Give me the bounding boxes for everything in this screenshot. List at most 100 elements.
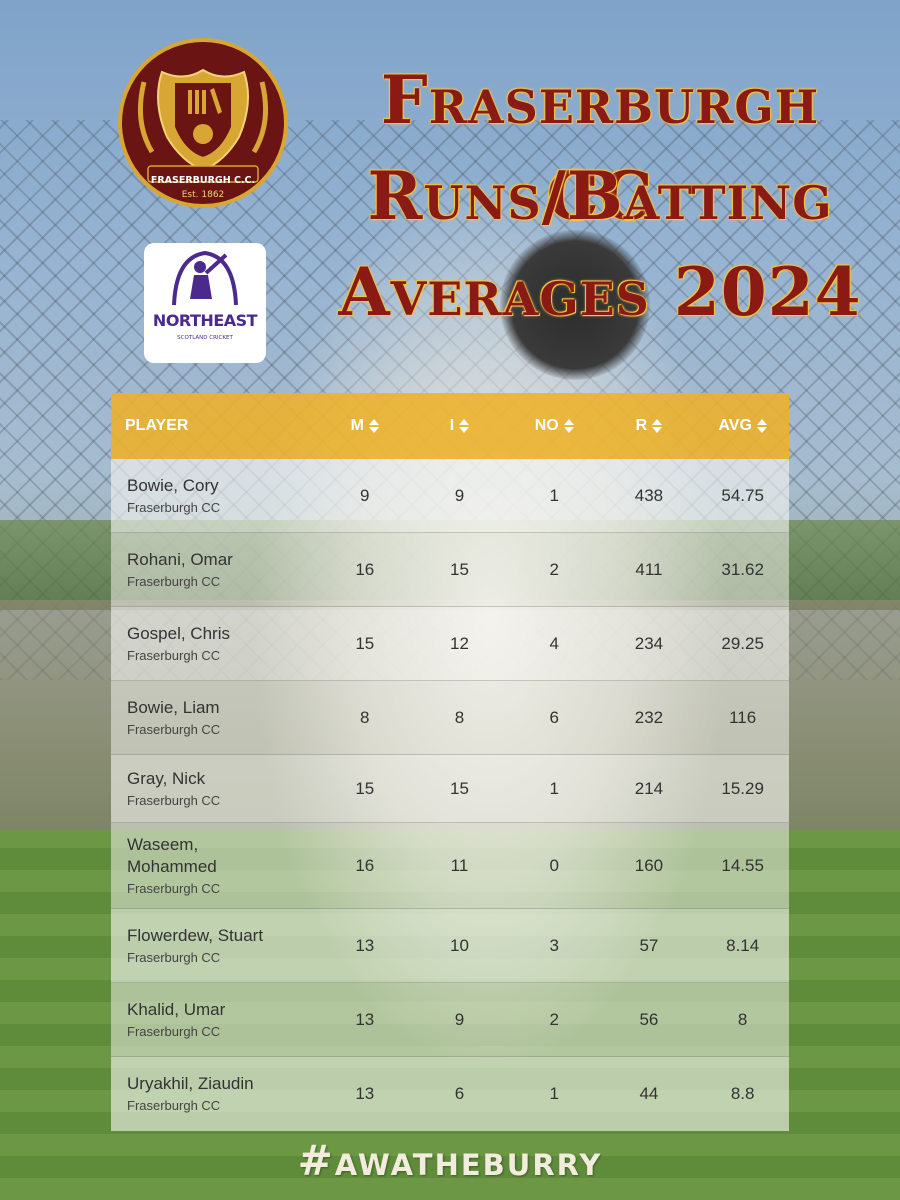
table-row[interactable]: Rohani, Omar Fraserburgh CC 16 15 2 411 …: [111, 533, 789, 607]
player-club: Fraserburgh CC: [127, 880, 221, 896]
average-value: 31.62: [721, 559, 764, 579]
runs-value: 232: [634, 707, 664, 727]
title-line-2: Runs/Batting: [367, 157, 833, 235]
player-name[interactable]: Uryakhil, Ziaudin: [127, 1074, 254, 1093]
league-subtitle: SCOTLAND CRICKET: [177, 335, 233, 341]
sort-icon[interactable]: [563, 419, 574, 433]
not-outs-value: 1: [549, 778, 559, 798]
innings-value: 15: [450, 778, 469, 798]
player-name[interactable]: Rohani, Omar: [127, 549, 233, 569]
not-outs-value: 1: [549, 1084, 559, 1103]
matches-value: 13: [355, 935, 375, 955]
matches-value: 15: [355, 778, 375, 798]
innings-value: 8: [454, 707, 465, 727]
player-cell: Bowie, Cory Fraserburgh CC: [111, 475, 317, 517]
column-header-label: PLAYER: [125, 417, 189, 434]
column-header-label: NO: [534, 417, 559, 434]
innings-value: 6: [454, 1084, 465, 1103]
page-title: Fraserburgh CC Runs/Batting Averages 202…: [320, 52, 880, 340]
not-outs-value: 2: [549, 559, 559, 579]
column-header-average[interactable]: AVG: [696, 417, 789, 435]
column-header-label: I: [449, 417, 455, 434]
column-header-player[interactable]: PLAYER: [111, 417, 317, 435]
table-row[interactable]: Khalid, Umar Fraserburgh CC 13 9 2 56 8: [111, 983, 789, 1057]
player-name[interactable]: Waseem, Mohammed: [127, 834, 217, 876]
not-outs-value: 1: [549, 485, 559, 505]
column-header-not-outs[interactable]: NO: [507, 417, 602, 435]
average-value: 14.55: [721, 855, 764, 875]
player-cell: Uryakhil, Ziaudin Fraserburgh CC: [111, 1073, 317, 1115]
table-row[interactable]: Gray, Nick Fraserburgh CC 15 15 1 214 15…: [111, 755, 789, 823]
player-club: Fraserburgh CC: [127, 949, 221, 965]
runs-value: 438: [634, 485, 664, 505]
matches-value: 16: [355, 559, 375, 579]
batting-averages-table: PLAYER M I NO R AVG Bowie, Cory Fraserbu…: [111, 393, 789, 1131]
average-value: 15.29: [721, 778, 764, 798]
matches-value: 8: [360, 707, 370, 727]
sort-icon[interactable]: [459, 419, 470, 433]
average-value: 8: [737, 1009, 748, 1029]
player-name[interactable]: Gospel, Chris: [127, 623, 230, 643]
not-outs-value: 2: [549, 1009, 559, 1029]
matches-value: 9: [360, 485, 370, 505]
player-name[interactable]: Flowerdew, Stuart: [127, 925, 264, 945]
player-cell: Gray, Nick Fraserburgh CC: [111, 768, 317, 810]
column-header-label: AVG: [718, 417, 752, 434]
matches-value: 13: [355, 1009, 375, 1029]
runs-value: 56: [639, 1009, 659, 1029]
table-row[interactable]: Bowie, Liam Fraserburgh CC 8 8 6 232 116: [111, 681, 789, 755]
matches-value: 15: [355, 633, 375, 653]
table-row[interactable]: Flowerdew, Stuart Fraserburgh CC 13 10 3…: [111, 909, 789, 983]
sort-icon[interactable]: [652, 419, 663, 433]
player-club: Fraserburgh CC: [127, 573, 221, 589]
innings-value: 11: [450, 855, 469, 875]
crest-club-name: FRASERBURGH C.C.: [150, 175, 256, 186]
average-value: 116: [729, 707, 757, 727]
sort-icon[interactable]: [368, 419, 379, 433]
player-club: Fraserburgh CC: [127, 1023, 221, 1039]
table-row[interactable]: Gospel, Chris Fraserburgh CC 15 12 4 234…: [111, 607, 789, 681]
player-club: Fraserburgh CC: [127, 792, 221, 808]
runs-value: 234: [634, 633, 664, 653]
player-name[interactable]: Bowie, Cory: [127, 475, 219, 495]
title-line-1: Fraserburgh CC: [380, 61, 820, 235]
player-name[interactable]: Gray, Nick: [127, 768, 206, 788]
table-header: PLAYER M I NO R AVG: [111, 393, 789, 459]
table-row[interactable]: Uryakhil, Ziaudin Fraserburgh CC 13 6 1 …: [111, 1057, 789, 1131]
column-header-label: R: [635, 417, 648, 434]
runs-value: 44: [639, 1084, 659, 1103]
innings-value: 9: [454, 485, 465, 505]
player-name[interactable]: Khalid, Umar: [127, 999, 226, 1019]
not-outs-value: 6: [549, 707, 559, 727]
sort-icon[interactable]: [756, 419, 767, 433]
average-value: 54.75: [721, 485, 764, 505]
crest-shield-icon: [137, 68, 269, 183]
player-cell: Flowerdew, Stuart Fraserburgh CC: [111, 925, 317, 967]
column-header-runs[interactable]: R: [602, 417, 697, 435]
average-value: 8.14: [726, 935, 760, 955]
not-outs-value: 4: [549, 633, 559, 653]
innings-value: 12: [450, 633, 469, 653]
northeast-cricket-logo: NORTHEAST SCOTLAND CRICKET: [144, 243, 266, 363]
column-header-matches[interactable]: M: [317, 417, 412, 435]
table-row[interactable]: Bowie, Cory Fraserburgh CC 9 9 1 438 54.…: [111, 459, 789, 533]
player-cell: Bowie, Liam Fraserburgh CC: [111, 697, 317, 739]
column-header-innings[interactable]: I: [412, 417, 507, 435]
club-crest-logo: FRASERBURGH C.C. Est. 1862: [118, 38, 288, 208]
player-name[interactable]: Bowie, Liam: [127, 697, 220, 717]
average-value: 8.8: [730, 1084, 755, 1103]
not-outs-value: 3: [549, 935, 559, 955]
player-cell: Gospel, Chris Fraserburgh CC: [111, 623, 317, 665]
average-value: 29.25: [721, 633, 764, 653]
title-line-3: Averages 2024: [338, 253, 862, 331]
runs-value: 57: [639, 935, 659, 955]
not-outs-value: 0: [549, 855, 559, 875]
player-cell: Khalid, Umar Fraserburgh CC: [111, 999, 317, 1041]
player-club: Fraserburgh CC: [127, 721, 221, 737]
table-row[interactable]: Waseem, Mohammed Fraserburgh CC 16 11 0 …: [111, 823, 789, 909]
hashtag: #awatheburry: [297, 1136, 603, 1185]
runs-value: 214: [634, 778, 664, 798]
player-club: Fraserburgh CC: [127, 647, 221, 663]
innings-value: 10: [450, 935, 469, 955]
player-club: Fraserburgh CC: [127, 1098, 221, 1113]
